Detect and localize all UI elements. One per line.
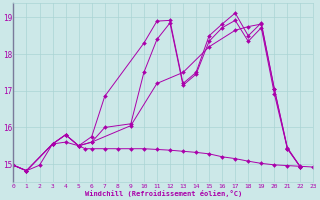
X-axis label: Windchill (Refroidissement éolien,°C): Windchill (Refroidissement éolien,°C) xyxy=(85,190,242,197)
